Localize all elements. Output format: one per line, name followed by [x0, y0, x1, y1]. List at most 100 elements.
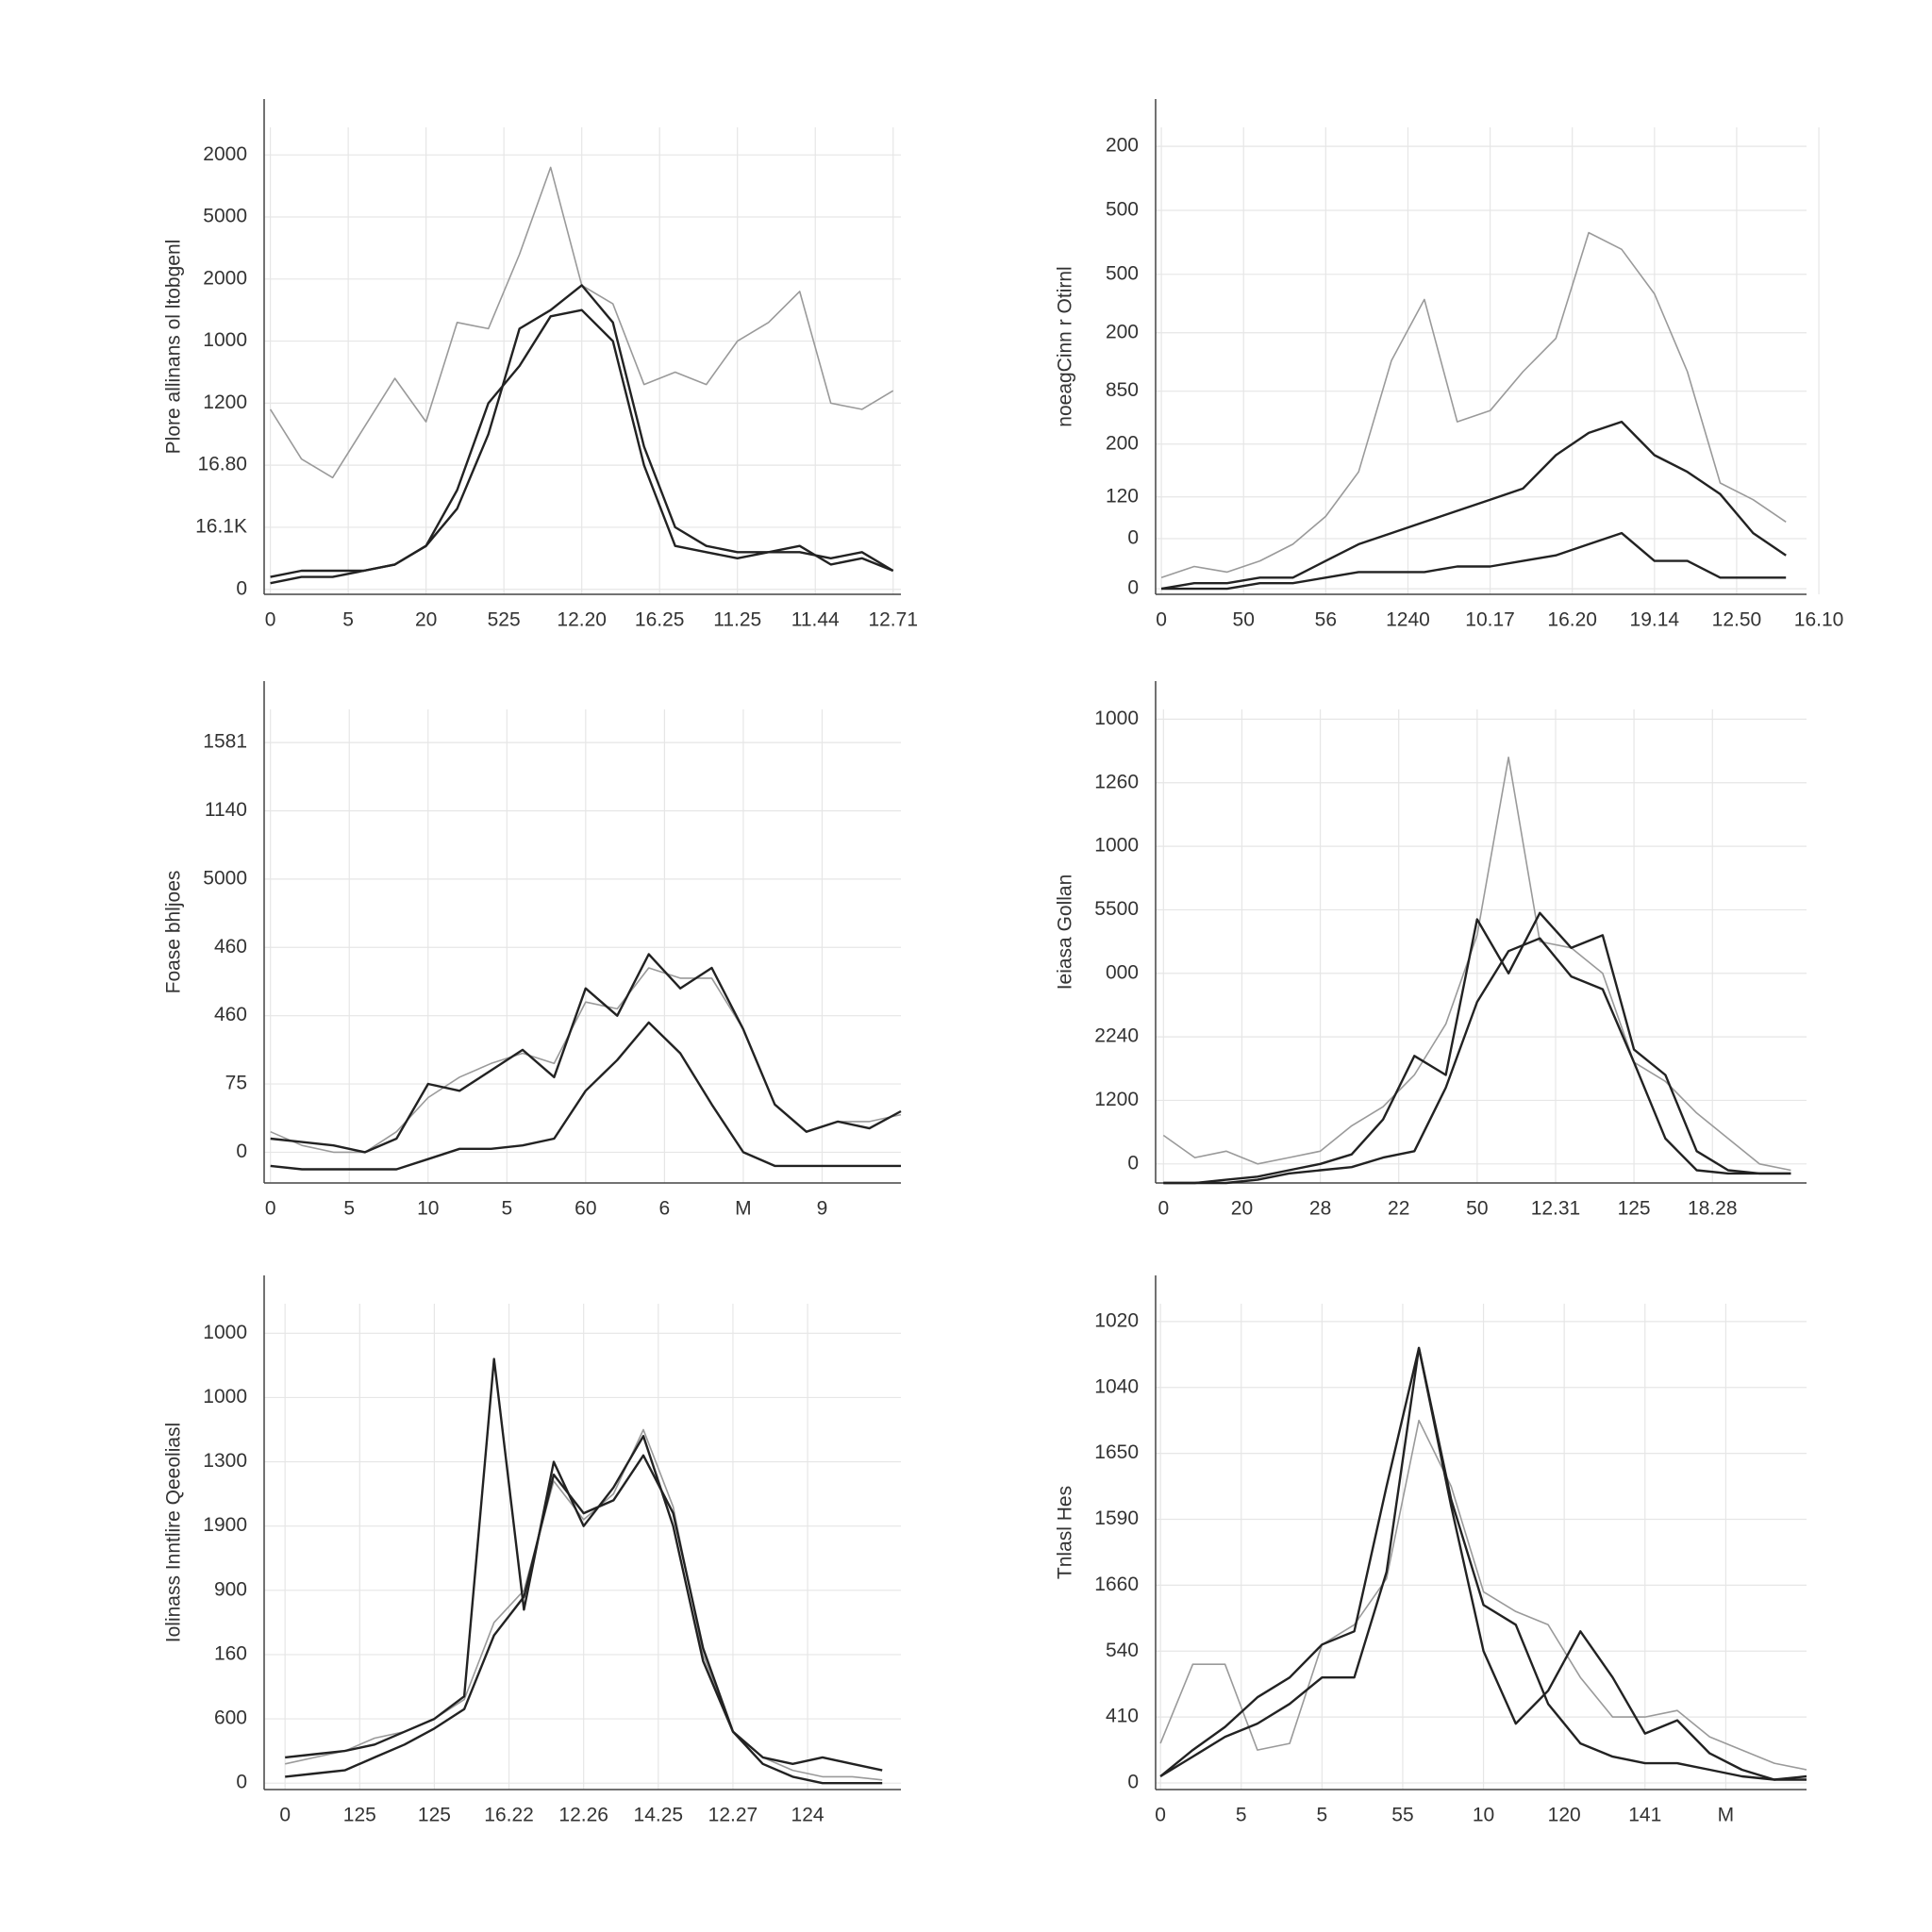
y-tick-label: 540: [1106, 1640, 1139, 1661]
y-tick-label: 1000: [203, 1322, 247, 1343]
x-tick-label: 19.14: [1630, 609, 1680, 631]
series-line: [1159, 1419, 1807, 1771]
x-tick-label: 525: [488, 609, 521, 631]
series-line: [270, 1021, 901, 1171]
x-tick-label: 125: [418, 1805, 451, 1826]
x-tick-label: 11.44: [791, 609, 840, 631]
x-tick-label: 0: [1156, 609, 1167, 631]
y-tick-label: 2000: [203, 143, 247, 165]
y-tick-label: 200: [1106, 321, 1139, 342]
x-tick-label: 22: [1388, 1198, 1409, 1220]
y-tick-label: 1260: [1094, 771, 1139, 792]
x-tick-label: 56: [1315, 609, 1337, 631]
y-tick-label: 75: [225, 1073, 247, 1094]
y-tick-label: 410: [1106, 1706, 1139, 1727]
y-axis-label: noeagCinn r Otirnl: [1055, 266, 1076, 426]
x-tick-label: 55: [1391, 1805, 1413, 1826]
x-tick-label: 10: [1473, 1805, 1494, 1826]
series-line: [285, 1454, 883, 1785]
y-axis-label: Plore allinans ol ltobgenl: [163, 240, 185, 455]
series-line: [1163, 937, 1791, 1185]
y-tick-label: 200: [1106, 135, 1139, 157]
x-tick-label: 20: [1231, 1198, 1253, 1220]
series-line: [1163, 911, 1791, 1185]
y-tick-label: 900: [214, 1578, 247, 1600]
x-tick-label: 12.71: [868, 609, 918, 631]
y-tick-label: 16.80: [197, 454, 247, 475]
y-tick-label: 5500: [1094, 898, 1139, 920]
y-tick-label: 1140: [205, 799, 247, 821]
x-tick-label: 16.10: [1794, 609, 1844, 631]
x-tick-label: 50: [1466, 1198, 1488, 1220]
x-tick-label: 10: [417, 1198, 439, 1220]
y-tick-label: 1900: [203, 1514, 247, 1536]
y-tick-label: 16.1K: [195, 515, 247, 537]
y-tick-label: 460: [214, 936, 247, 958]
x-tick-label: 120: [1548, 1805, 1581, 1826]
series-line: [1162, 757, 1791, 1172]
y-tick-label: 1660: [1094, 1574, 1139, 1595]
series-line: [1160, 420, 1787, 591]
y-tick-label: 1200: [203, 391, 247, 413]
x-tick-label: 10.17: [1465, 609, 1515, 631]
x-tick-label: 12.50: [1712, 609, 1762, 631]
x-tick-label: 12.26: [558, 1805, 608, 1826]
x-tick-label: 14.25: [634, 1805, 684, 1826]
y-tick-label: 200: [1106, 432, 1139, 454]
x-tick-label: 16.25: [635, 609, 685, 631]
x-tick-label: 125: [343, 1805, 376, 1826]
series-line: [1160, 231, 1787, 579]
x-tick-label: 0: [265, 609, 276, 631]
y-tick-label: 0: [236, 1772, 247, 1793]
y-tick-label: 1040: [1094, 1375, 1139, 1397]
y-tick-label: 500: [1106, 199, 1139, 221]
y-tick-label: 600: [214, 1707, 247, 1729]
x-tick-label: 28: [1309, 1198, 1331, 1220]
y-tick-label: 460: [214, 1004, 247, 1025]
series-line: [285, 1428, 883, 1781]
y-tick-label: 2000: [203, 267, 247, 289]
y-tick-label: 0: [236, 1141, 247, 1162]
y-tick-label: 1650: [1094, 1441, 1139, 1463]
y-axis-label: Tnlasl Hes: [1055, 1486, 1076, 1579]
x-tick-label: 141: [1628, 1805, 1661, 1826]
x-tick-label: 0: [265, 1198, 276, 1220]
x-tick-label: 11.25: [713, 609, 761, 631]
y-tick-label: 1590: [1094, 1507, 1139, 1529]
x-tick-label: 16.22: [484, 1805, 534, 1826]
y-tick-label: 0: [1127, 1772, 1139, 1793]
series-line: [1161, 531, 1787, 591]
x-tick-label: 16.20: [1547, 609, 1597, 631]
series-line: [1159, 1346, 1807, 1781]
y-tick-label: 500: [1106, 262, 1139, 284]
x-tick-label: 124: [791, 1805, 824, 1826]
y-tick-label: 1581: [203, 731, 247, 753]
x-tick-label: 12.27: [708, 1805, 758, 1826]
y-tick-label: 850: [1106, 379, 1139, 401]
x-tick-label: 6: [659, 1198, 671, 1220]
x-tick-label: 1240: [1386, 609, 1430, 631]
y-tick-label: 0: [236, 577, 247, 599]
y-tick-label: 2240: [1094, 1025, 1139, 1047]
y-tick-label: 5000: [203, 206, 247, 227]
x-tick-label: 20: [415, 609, 437, 631]
series-line: [285, 1357, 883, 1772]
y-axis-label: Foase bhljoes: [163, 871, 185, 994]
series-line: [1159, 1346, 1807, 1781]
y-axis-label: Iolinass Inntlire Qeeoliasl: [163, 1423, 185, 1642]
x-tick-label: 9: [817, 1198, 828, 1220]
y-tick-label: 1300: [203, 1450, 247, 1472]
y-tick-label: 0: [1127, 1152, 1139, 1174]
y-tick-label: 000: [1106, 961, 1139, 983]
y-tick-label: 1000: [1094, 835, 1139, 857]
y-tick-label: 1000: [203, 1386, 247, 1407]
x-tick-label: 125: [1618, 1198, 1651, 1220]
x-tick-label: 12.31: [1531, 1198, 1581, 1220]
x-tick-label: M: [1718, 1805, 1735, 1826]
y-axis-label: Ieiasa Gollan: [1055, 874, 1076, 991]
series-line: [270, 953, 902, 1154]
x-tick-label: 60: [575, 1198, 596, 1220]
x-tick-label: 5: [1236, 1805, 1247, 1826]
